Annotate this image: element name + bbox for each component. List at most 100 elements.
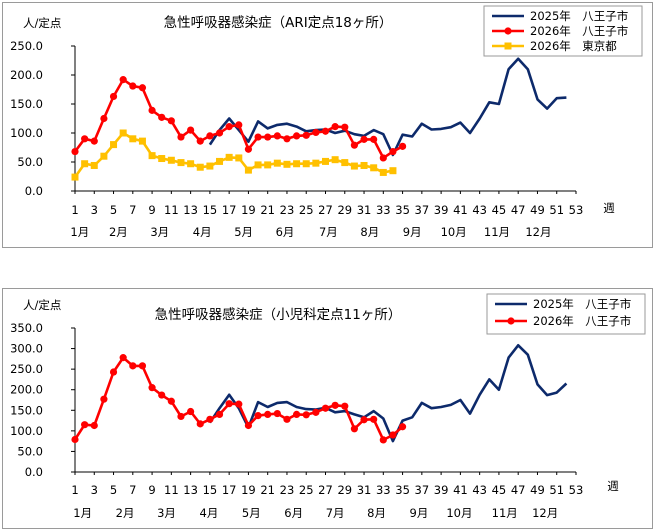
x-tick-label: 7 bbox=[129, 203, 136, 217]
data-point bbox=[177, 412, 185, 421]
month-label: 11月 bbox=[484, 225, 510, 239]
data-point bbox=[167, 117, 175, 125]
data-point bbox=[71, 435, 79, 444]
data-point bbox=[389, 147, 397, 156]
x-tick-label: 1 bbox=[71, 483, 78, 497]
data-point bbox=[398, 142, 407, 150]
x-tick-label: 31 bbox=[357, 203, 372, 217]
data-point bbox=[110, 141, 118, 149]
data-point bbox=[225, 400, 233, 408]
x-tick-label: 41 bbox=[453, 203, 468, 217]
month-label: 8月 bbox=[367, 506, 386, 520]
data-point bbox=[215, 129, 224, 137]
month-label: 2月 bbox=[109, 225, 128, 239]
month-label: 4月 bbox=[200, 506, 219, 520]
data-point bbox=[187, 160, 195, 168]
data-point bbox=[350, 162, 358, 170]
data-point bbox=[273, 159, 281, 167]
chart-title: 急性呼吸器感染症（小児科定点11ヶ所） bbox=[155, 306, 402, 323]
data-point bbox=[264, 410, 272, 418]
data-point bbox=[119, 129, 127, 137]
y-axis-unit-label: 人/定点 bbox=[23, 298, 61, 312]
data-point bbox=[254, 161, 262, 169]
data-point bbox=[370, 135, 378, 143]
month-label: 7月 bbox=[326, 506, 345, 520]
data-point bbox=[90, 137, 98, 145]
data-point bbox=[81, 421, 89, 429]
data-point bbox=[331, 401, 339, 409]
x-tick-label: 39 bbox=[434, 483, 449, 497]
x-tick-label: 49 bbox=[530, 203, 545, 217]
data-point bbox=[292, 132, 301, 140]
data-point bbox=[273, 132, 281, 140]
month-label: 9月 bbox=[403, 225, 422, 239]
data-point bbox=[187, 126, 195, 134]
y-axis-unit-label: 人/定点 bbox=[23, 16, 61, 30]
data-point bbox=[283, 135, 291, 143]
data-point bbox=[216, 157, 224, 165]
data-point bbox=[206, 415, 214, 423]
data-point bbox=[370, 164, 378, 172]
data-point bbox=[302, 160, 310, 168]
x-tick-label: 29 bbox=[337, 483, 352, 497]
x-tick-label: 35 bbox=[395, 483, 410, 497]
x-tick-label: 25 bbox=[299, 483, 314, 497]
x-tick-label: 21 bbox=[260, 203, 275, 217]
data-point bbox=[138, 84, 147, 92]
data-point bbox=[206, 162, 214, 170]
y-tick-label: 250.0 bbox=[10, 39, 43, 53]
data-point bbox=[90, 161, 98, 169]
data-point bbox=[167, 156, 175, 164]
month-label: 11月 bbox=[492, 506, 518, 520]
series-group bbox=[208, 343, 568, 443]
data-point bbox=[341, 159, 349, 167]
data-point bbox=[312, 408, 320, 416]
data-point bbox=[196, 163, 204, 171]
data-point bbox=[302, 411, 310, 419]
data-point bbox=[138, 362, 147, 370]
data-point bbox=[100, 152, 108, 160]
data-point bbox=[225, 123, 233, 131]
month-label: 10月 bbox=[446, 506, 472, 520]
x-tick-label: 11 bbox=[164, 483, 179, 497]
data-point bbox=[196, 420, 204, 428]
month-label: 6月 bbox=[276, 225, 295, 239]
x-tick-label: 37 bbox=[415, 203, 430, 217]
data-point bbox=[379, 436, 387, 444]
data-point bbox=[360, 416, 368, 424]
x-tick-label: 37 bbox=[415, 483, 430, 497]
data-point bbox=[350, 141, 359, 149]
x-tick-label: 49 bbox=[530, 483, 545, 497]
data-point bbox=[312, 159, 320, 167]
x-tick-label: 1 bbox=[71, 203, 78, 217]
x-tick-label: 47 bbox=[511, 203, 526, 217]
data-point bbox=[177, 133, 185, 141]
data-point bbox=[341, 123, 349, 131]
x-tick-label: 47 bbox=[511, 483, 526, 497]
data-point bbox=[81, 160, 89, 168]
data-point bbox=[148, 106, 156, 114]
month-label: 8月 bbox=[360, 225, 379, 239]
chart-panel-pediatric: 急性呼吸器感染症（小児科定点11ヶ所） 人/定点 0.0 50.0 100.0 150.0… bbox=[2, 288, 653, 529]
data-point bbox=[331, 123, 339, 131]
data-point bbox=[302, 131, 310, 139]
chart-title: 急性呼吸器感染症（ARI定点18ヶ所） bbox=[164, 14, 393, 31]
x-tick-label: 9 bbox=[148, 483, 155, 497]
data-point bbox=[206, 132, 214, 140]
x-tick-label: 21 bbox=[260, 483, 275, 497]
month-label: 2月 bbox=[116, 506, 135, 520]
data-point bbox=[389, 167, 397, 175]
x-tick-label: 33 bbox=[376, 483, 391, 497]
y-tick-label: 250.0 bbox=[10, 362, 43, 376]
month-label: 5月 bbox=[242, 506, 261, 520]
data-point bbox=[389, 431, 397, 439]
data-point bbox=[283, 415, 291, 423]
x-tick-label: 7 bbox=[129, 483, 136, 497]
data-point bbox=[71, 147, 79, 156]
y-tick-label: 300.0 bbox=[10, 342, 43, 356]
x-tick-label: 33 bbox=[376, 203, 391, 217]
legend: 2025年 八王子市 2026年 八王子市 bbox=[486, 293, 646, 335]
data-point bbox=[119, 76, 127, 84]
data-point bbox=[370, 415, 378, 423]
